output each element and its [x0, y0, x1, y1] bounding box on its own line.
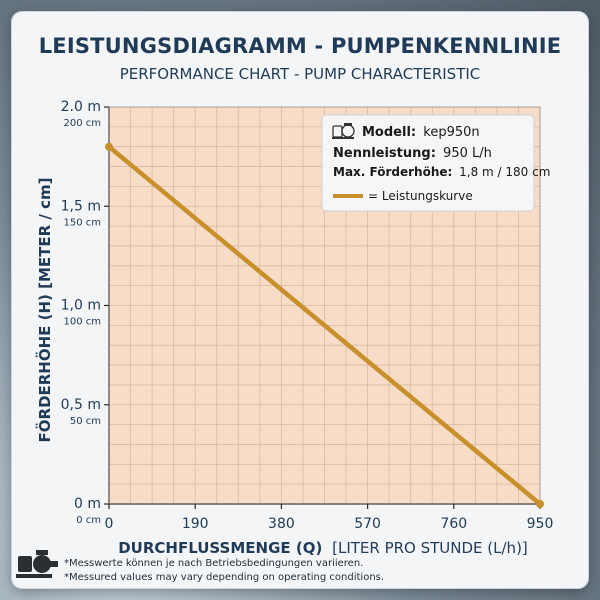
x-axis-label-unit: [LITER PRO STUNDE (L/h)]	[332, 539, 528, 557]
curve-point	[105, 142, 113, 151]
x-axis-label-main: DURCHFLUSSMENGE (Q)	[118, 539, 322, 557]
legend: Modell: kep950n Nennleistung: 950 L/h Ma…	[321, 114, 550, 212]
legend-max-head: Max. Förderhöhe: 1,8 m / 180 cm	[333, 165, 550, 179]
series-layer	[105, 142, 544, 508]
legend-box	[321, 114, 535, 212]
y-tick-sublabel: 200 cm	[63, 118, 101, 129]
tick-labels: 0 m 0 cm 0,5 m 50 cm 1,0 m 100 cm 1,5 m 150 cm 2…	[61, 99, 554, 532]
x-tick-label: 380	[268, 516, 295, 532]
pump-icon	[16, 550, 60, 580]
pump-icon	[332, 123, 355, 139]
x-axis-label: DURCHFLUSSMENGE (Q) [LITER PRO STUNDE (L…	[118, 539, 528, 557]
curve-point	[536, 500, 544, 508]
y-tick-label: 2.0 m	[61, 99, 101, 115]
chart-title: LEISTUNGSDIAGRAMM - PUMPENKENNLINIE	[38, 34, 562, 58]
y-tick-sublabel: 100 cm	[63, 317, 101, 328]
x-tick-label: 0	[105, 516, 114, 532]
chart-subtitle: PERFORMANCE CHART - PUMP CHARACTERISTIC	[119, 65, 481, 83]
performance-curve-line	[106, 144, 543, 507]
y-tick-sublabel: 150 cm	[63, 217, 101, 228]
y-tick-sublabel: 50 cm	[70, 416, 101, 427]
y-axis-label: FÖRDERHÖHE (H) [METER / cm]	[35, 178, 54, 443]
x-tick-label: 950	[527, 516, 554, 532]
y-tick-sublabel: 0 cm	[76, 515, 101, 526]
legend-rated-flow: Nennleistung: 950 L/h	[333, 146, 492, 161]
legend-curve-label: = Leistungskurve	[368, 189, 473, 203]
x-tick-label: 190	[182, 516, 209, 532]
footnote-de: *Messwerte können je nach Betriebsbeding…	[64, 558, 364, 569]
x-tick-label: 570	[354, 516, 381, 532]
x-tick-label: 760	[440, 516, 467, 532]
y-tick-label: 1,5 m	[61, 198, 101, 214]
legend-model: Modell: kep950n	[362, 125, 480, 140]
y-tick-label: 0 m	[74, 496, 101, 512]
y-tick-label: 0,5 m	[61, 397, 101, 413]
footnote-en: *Messured values may vary depending on o…	[64, 572, 385, 583]
y-tick-label: 1,0 m	[61, 298, 101, 314]
